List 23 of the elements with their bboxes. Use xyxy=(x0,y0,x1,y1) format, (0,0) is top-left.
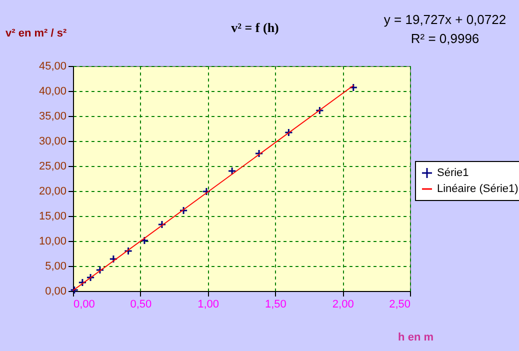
x-tick-label: 0,50 xyxy=(130,298,152,310)
y-tick-label: 35,00 xyxy=(38,110,66,122)
y-tick-label: 15,00 xyxy=(38,210,66,222)
y-tick-label: 5,00 xyxy=(45,260,66,272)
x-tick-label: 0,00 xyxy=(74,298,95,310)
y-tick-label: 20,00 xyxy=(38,186,66,198)
y-tick-label: 0,00 xyxy=(45,286,66,298)
legend-label: Linéaire (Série1) xyxy=(437,183,518,195)
x-axis-title: h en m xyxy=(398,332,434,344)
text: y = 19,727x + 0,0722 xyxy=(384,12,506,27)
y-tick-label: 25,00 xyxy=(38,160,66,172)
y-tick-label: 30,00 xyxy=(38,136,66,148)
y-tick-label: 45,00 xyxy=(38,60,66,72)
x-tick-label: 2,50 xyxy=(389,298,410,310)
x-tick-label: 1,00 xyxy=(198,298,220,310)
text: R² = 0,9996 xyxy=(410,31,480,46)
x-tick-label: 1,50 xyxy=(264,298,286,310)
y-tick-label: 40,00 xyxy=(38,86,66,98)
y-axis-title: v² en m² / s² xyxy=(6,28,67,40)
x-tick-label: 2,00 xyxy=(332,298,354,310)
chart-title: v² = f (h) xyxy=(231,20,279,35)
y-tick-label: 10,00 xyxy=(38,236,66,248)
legend-label: Série1 xyxy=(437,167,469,179)
